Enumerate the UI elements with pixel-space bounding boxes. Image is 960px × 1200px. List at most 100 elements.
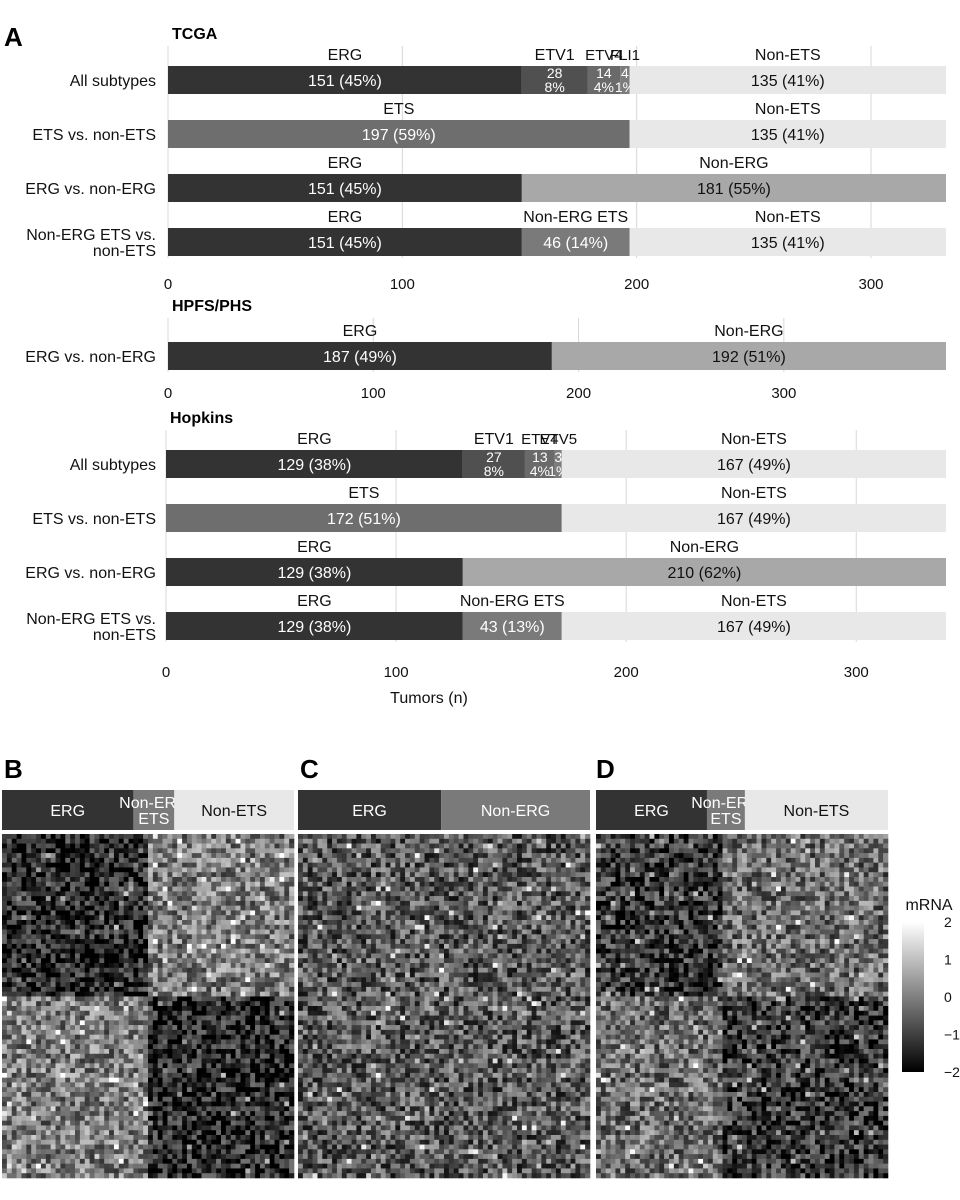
heatmap-cell [21,905,27,911]
heatmap-cell [11,1063,17,1069]
heatmap-cell [55,1168,61,1174]
heatmap-cell [444,834,450,840]
heatmap-cell [148,1144,154,1150]
heatmap-cell [16,958,22,964]
heatmap-cell [191,838,197,844]
heatmap-cell [50,924,56,930]
heatmap-cell [148,1096,154,1102]
heatmap-cell [211,958,217,964]
heatmap-cell [245,1020,251,1026]
heatmap-cell [148,1168,154,1174]
heatmap-cell [167,872,173,878]
heatmap-cell [31,915,37,921]
heatmap-cell [255,934,261,940]
heatmap-cell [235,1015,241,1021]
heatmap-cell [269,881,275,887]
heatmap-cell [225,958,232,964]
heatmap-cell [191,1063,197,1069]
heatmap-cell [186,1006,193,1012]
heatmap-cell [264,881,270,887]
heatmap-cell [6,1082,13,1088]
heatmap-cell [487,853,493,859]
bar-segment-erg [166,450,463,478]
heatmap-cell [55,1015,61,1021]
heatmap-cell [70,1149,76,1155]
heatmap-cell [16,1149,22,1155]
heatmap-cell [541,867,547,873]
heatmap-cell [50,934,56,940]
heatmap-cell [31,1020,37,1026]
heatmap-cell [148,996,154,1002]
heatmap-cell [289,1158,295,1164]
heatmap-cell [21,886,27,892]
heatmap-cell [148,1039,154,1045]
heatmap-cell [186,1111,193,1117]
heatmap-cell [89,1135,95,1141]
row-label: All subtypes [70,73,156,90]
heatmap-cell [541,862,547,868]
heatmap-cell [274,872,280,878]
heatmap-cell [104,1053,110,1059]
chart-title: Hopkins [170,410,233,427]
heatmap-cell [453,872,459,878]
heatmap-cell [167,972,173,978]
x-tick-label: 0 [164,385,172,402]
heatmap-cell [123,843,129,849]
heatmap-cell [152,1092,159,1098]
heatmap-cell [70,1163,76,1169]
heatmap-cell [526,862,532,868]
heatmap-cell [6,991,13,997]
heatmap-cell [255,1082,261,1088]
heatmap-cell [191,991,197,997]
heatmap-cell [50,1068,56,1074]
heatmap-cell [11,1154,17,1160]
heatmap-cell [521,838,528,844]
heatmap-cell [250,1163,256,1169]
segment-value-label: 14 4% [594,65,614,95]
heatmap-cell [298,853,304,859]
heatmap-cell [138,1106,144,1112]
heatmap-cell [123,972,129,978]
heatmap-cell [240,1015,246,1021]
heatmap-cell [79,886,86,892]
heatmap-cell [182,1034,188,1040]
heatmap-cell [45,943,51,949]
heatmap-cell [259,1006,266,1012]
heatmap-cell [225,963,232,969]
heatmap-cell [186,1020,193,1026]
heatmap-cell [167,881,173,887]
heatmap-cell [235,967,241,973]
segment-value-label-line: 4 [621,65,629,81]
heatmap-cell [250,1034,256,1040]
heatmap-cell [211,891,217,897]
heatmap-cell [143,1106,149,1112]
heatmap-cell [113,1025,120,1031]
heatmap-cell [55,1001,61,1007]
heatmap-cell [79,1082,86,1088]
heatmap-cell [259,1010,266,1016]
heatmap-cell [274,896,280,902]
heatmap-cell [186,1125,193,1131]
heatmap-cell [255,881,261,887]
heatmap-cell [230,1096,236,1102]
heatmap-cell [235,1001,241,1007]
heatmap-cell [89,1082,95,1088]
heatmap-cell [79,996,86,1002]
heatmap-cell [79,838,86,844]
heatmap-cell [211,843,217,849]
heatmap-cell [279,1154,285,1160]
heatmap-cell [143,848,149,854]
heatmap-cell [99,857,105,863]
heatmap-cell [356,857,362,863]
heatmap-cell [157,958,163,964]
heatmap-cell [113,967,120,973]
heatmap-cell [284,929,290,935]
heatmap-cell [31,1058,37,1064]
heatmap-cell [225,881,232,887]
bar-segment-ets [166,504,562,532]
heatmap-cell [55,1173,61,1179]
heatmap-cell [182,934,188,940]
heatmap-cell [221,929,227,935]
heatmap-cell [16,877,22,883]
